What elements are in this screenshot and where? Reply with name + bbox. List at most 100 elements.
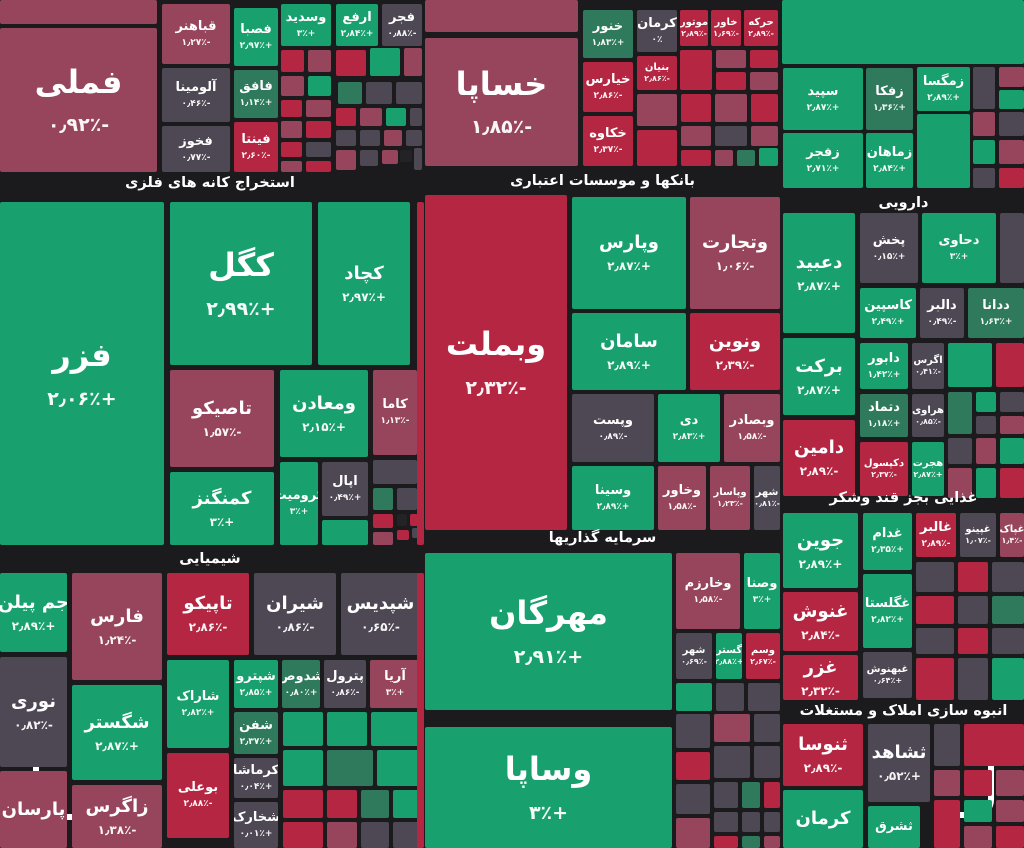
stock-tile[interactable]: اپال +۰٫۴۹٪ xyxy=(322,462,368,516)
mosaic-stock-tile[interactable] xyxy=(410,108,422,126)
stock-tile[interactable]: وسینا +۲٫۸۹٪ xyxy=(572,466,654,530)
mosaic-stock-tile[interactable] xyxy=(748,683,780,711)
stock-tile[interactable]: وخاور -۱٫۵۸٪ xyxy=(658,466,706,530)
stock-tile[interactable]: نوری -۰٫۸۲٪ xyxy=(0,657,67,767)
mosaic-stock-tile[interactable] xyxy=(366,82,392,104)
mosaic-stock-tile[interactable] xyxy=(404,48,422,76)
mosaic-stock-tile[interactable] xyxy=(327,712,367,746)
stock-tile[interactable]: دالبر -۰٫۴۹٪ xyxy=(920,288,964,338)
stock-tile[interactable]: وصنا +۳٪ xyxy=(744,553,780,629)
stock-tile[interactable]: کگل +۲٫۹۹٪ xyxy=(170,202,312,365)
mosaic-stock-tile[interactable] xyxy=(397,530,409,540)
mosaic-stock-tile[interactable] xyxy=(361,790,389,818)
mosaic-stock-tile[interactable] xyxy=(393,822,420,848)
stock-tile[interactable]: خساپا -۱٫۸۵٪ xyxy=(425,38,578,166)
mosaic-stock-tile[interactable] xyxy=(681,126,711,146)
mosaic-stock-tile[interactable] xyxy=(999,90,1024,109)
mosaic-stock-tile[interactable] xyxy=(948,392,972,434)
mosaic-stock-tile[interactable] xyxy=(976,392,996,412)
mosaic-stock-tile[interactable] xyxy=(377,750,420,786)
mosaic-stock-tile[interactable] xyxy=(1000,438,1024,464)
mosaic-stock-tile[interactable] xyxy=(996,800,1024,822)
stock-tile[interactable]: تاصیکو -۱٫۵۷٪ xyxy=(170,370,274,467)
stock-tile[interactable]: کاما -۱٫۱۳٪ xyxy=(373,370,417,455)
mosaic-stock-tile[interactable] xyxy=(934,770,960,796)
mosaic-stock-tile[interactable] xyxy=(417,573,424,848)
stock-tile[interactable]: بنیان -۲٫۸۶٪ xyxy=(637,56,677,90)
stock-tile[interactable]: شپترو +۲٫۸۵٪ xyxy=(234,660,278,708)
mosaic-stock-tile[interactable] xyxy=(754,714,780,742)
mosaic-stock-tile[interactable] xyxy=(958,628,988,654)
mosaic-stock-tile[interactable] xyxy=(393,790,420,818)
stock-tile[interactable]: بوعلی -۲٫۸۸٪ xyxy=(167,753,229,838)
stock-tile[interactable]: شخارک +۰٫۰۱٪ xyxy=(234,802,278,848)
mosaic-stock-tile[interactable] xyxy=(714,836,738,848)
mosaic-stock-tile[interactable] xyxy=(0,0,157,24)
mosaic-stock-tile[interactable] xyxy=(384,130,402,146)
stock-tile[interactable]: غالبر -۲٫۸۹٪ xyxy=(916,513,956,557)
stock-tile[interactable]: زاگرس -۱٫۳۸٪ xyxy=(72,785,162,848)
stock-tile[interactable]: شیران -۰٫۸۶٪ xyxy=(254,573,336,655)
stock-tile[interactable]: ددانا +۱٫۶۳٪ xyxy=(968,288,1024,338)
mosaic-stock-tile[interactable] xyxy=(964,800,992,822)
mosaic-stock-tile[interactable] xyxy=(676,818,710,848)
stock-tile[interactable]: خکاوه -۲٫۳۷٪ xyxy=(583,116,633,166)
stock-tile[interactable]: ثشاهد +۰٫۵۲٪ xyxy=(868,724,930,802)
mosaic-stock-tile[interactable] xyxy=(412,528,420,538)
stock-tile[interactable]: وپست -۰٫۸۹٪ xyxy=(572,394,654,462)
stock-tile[interactable]: کاسپین +۲٫۴۹٪ xyxy=(860,288,916,338)
mosaic-stock-tile[interactable] xyxy=(714,746,750,778)
stock-tile[interactable]: ومعادن +۲٫۱۵٪ xyxy=(280,370,368,457)
stock-tile[interactable]: وبصادر -۱٫۵۸٪ xyxy=(724,394,780,462)
mosaic-stock-tile[interactable] xyxy=(1000,392,1024,412)
mosaic-stock-tile[interactable] xyxy=(681,94,711,122)
mosaic-stock-tile[interactable] xyxy=(716,72,746,90)
stock-tile[interactable]: دامین -۲٫۸۹٪ xyxy=(783,420,855,496)
mosaic-stock-tile[interactable] xyxy=(973,112,995,136)
mosaic-stock-tile[interactable] xyxy=(716,683,744,711)
mosaic-stock-tile[interactable] xyxy=(750,72,778,90)
stock-tile[interactable]: زفکا +۱٫۳۶٪ xyxy=(866,68,913,130)
mosaic-stock-tile[interactable] xyxy=(637,130,677,166)
mosaic-stock-tile[interactable] xyxy=(373,514,393,528)
mosaic-stock-tile[interactable] xyxy=(782,0,1024,64)
mosaic-stock-tile[interactable] xyxy=(737,150,755,166)
stock-tile[interactable]: سامان +۲٫۸۹٪ xyxy=(572,313,686,390)
stock-tile[interactable]: وسم -۲٫۶۷٪ xyxy=(746,633,780,679)
mosaic-stock-tile[interactable] xyxy=(336,108,356,126)
mosaic-stock-tile[interactable] xyxy=(283,750,323,786)
mosaic-stock-tile[interactable] xyxy=(681,150,711,166)
stock-tile[interactable]: کرومیت +۳٪ xyxy=(280,462,318,545)
mosaic-stock-tile[interactable] xyxy=(917,114,970,188)
mosaic-stock-tile[interactable] xyxy=(1000,468,1024,498)
mosaic-stock-tile[interactable] xyxy=(676,714,710,748)
mosaic-stock-tile[interactable] xyxy=(916,562,954,592)
mosaic-stock-tile[interactable] xyxy=(1000,416,1024,434)
mosaic-stock-tile[interactable] xyxy=(306,142,331,157)
mosaic-stock-tile[interactable] xyxy=(964,826,992,848)
mosaic-stock-tile[interactable] xyxy=(999,140,1024,164)
mosaic-stock-tile[interactable] xyxy=(283,790,323,818)
stock-tile[interactable]: کمنگنز +۳٪ xyxy=(170,472,274,545)
stock-tile[interactable]: سپید +۲٫۸۷٪ xyxy=(783,68,863,130)
stock-tile[interactable]: شفن +۲٫۳۷٪ xyxy=(234,712,278,754)
mosaic-stock-tile[interactable] xyxy=(948,468,972,498)
mosaic-stock-tile[interactable] xyxy=(742,812,760,832)
mosaic-stock-tile[interactable] xyxy=(417,202,424,545)
stock-tile[interactable]: ارفع +۲٫۸۴٪ xyxy=(336,4,378,46)
stock-tile[interactable]: فزر +۲٫۰۶٪ xyxy=(0,202,164,545)
mosaic-stock-tile[interactable] xyxy=(973,140,995,164)
stock-tile[interactable]: شگستر +۲٫۸۷٪ xyxy=(72,685,162,780)
mosaic-stock-tile[interactable] xyxy=(714,812,738,832)
mosaic-stock-tile[interactable] xyxy=(680,50,712,90)
mosaic-stock-tile[interactable] xyxy=(336,130,356,146)
stock-tile[interactable]: وتجارت -۱٫۰۶٪ xyxy=(690,197,780,309)
mosaic-stock-tile[interactable] xyxy=(976,468,996,498)
mosaic-stock-tile[interactable] xyxy=(754,746,780,778)
mosaic-stock-tile[interactable] xyxy=(996,343,1024,387)
stock-tile[interactable]: غپاک -۱٫۴٪ xyxy=(1000,513,1024,557)
mosaic-stock-tile[interactable] xyxy=(999,112,1024,136)
mosaic-stock-tile[interactable] xyxy=(764,782,780,808)
mosaic-stock-tile[interactable] xyxy=(396,82,422,104)
mosaic-stock-tile[interactable] xyxy=(742,782,760,808)
